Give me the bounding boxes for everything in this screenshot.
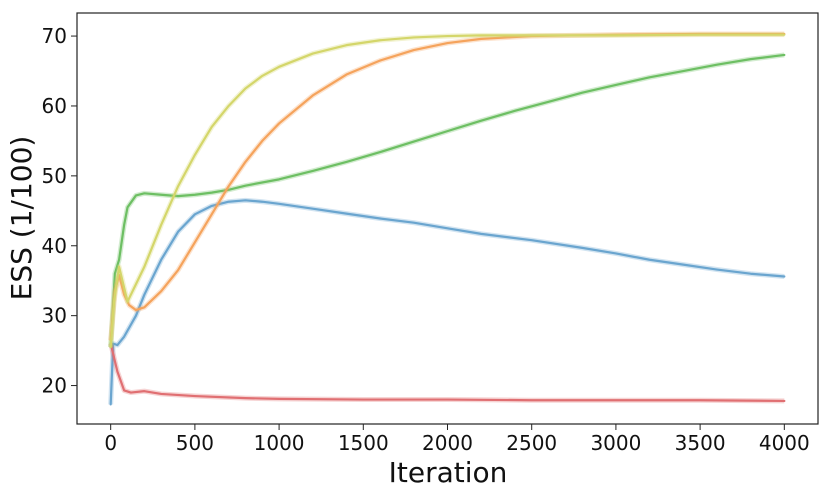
series-line-4 bbox=[109, 32, 786, 342]
x-tick-label: 3500 bbox=[675, 431, 726, 455]
series-line-2 bbox=[109, 342, 786, 403]
x-tick-label: 3000 bbox=[590, 431, 641, 455]
y-axis-ticks: 20 30 40 50 60 70 bbox=[42, 24, 77, 398]
x-tick-label: 1500 bbox=[338, 431, 389, 455]
y-tick-label: 20 bbox=[42, 374, 67, 398]
x-tick-label: 0 bbox=[104, 431, 117, 455]
x-tick-label: 2500 bbox=[506, 431, 557, 455]
x-tick-label: 500 bbox=[176, 431, 214, 455]
y-tick-label: 70 bbox=[42, 24, 67, 48]
series-band-3 bbox=[108, 52, 785, 348]
series-line-3 bbox=[109, 53, 786, 349]
series-layer bbox=[108, 31, 786, 406]
series-band-2 bbox=[108, 343, 785, 404]
x-tick-label: 2000 bbox=[422, 431, 473, 455]
series-line-1 bbox=[109, 199, 786, 406]
x-axis-ticks: 0 500 1000 1500 2000 2500 3000 3500 4000 bbox=[104, 424, 810, 455]
y-tick-label: 40 bbox=[42, 234, 67, 258]
y-tick-label: 30 bbox=[42, 304, 67, 328]
y-tick-label: 60 bbox=[42, 94, 67, 118]
x-axis-title: Iteration bbox=[389, 456, 508, 489]
series-band-1 bbox=[108, 197, 785, 405]
x-tick-label: 1000 bbox=[254, 431, 305, 455]
y-tick-label: 50 bbox=[42, 164, 67, 188]
x-tick-label: 4000 bbox=[759, 431, 810, 455]
series-line-5 bbox=[109, 33, 786, 349]
series-band-4 bbox=[108, 31, 785, 341]
y-axis-title: ESS (1/100) bbox=[5, 136, 38, 301]
